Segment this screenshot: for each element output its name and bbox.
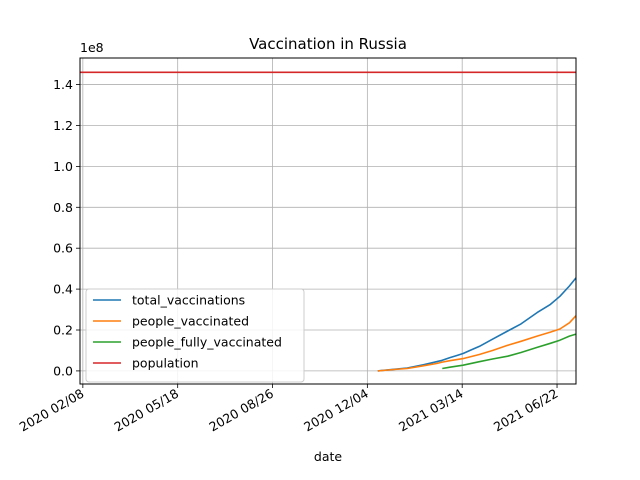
legend-entry-label: total_vaccinations [132, 293, 245, 308]
y-axis-ticks: 0.0 0.2 0.4 0.6 0.8 1.0 1.2 1.4 [53, 77, 80, 378]
y-tick-label: 1.0 [53, 159, 73, 174]
y-tick-label: 1.2 [53, 118, 73, 133]
legend-entry-label: people_vaccinated [132, 314, 249, 329]
chart-title: Vaccination in Russia [249, 35, 407, 53]
y-tick-label: 0.0 [53, 363, 73, 378]
y-tick-label: 0.6 [53, 241, 73, 256]
legend-entry-label: people_fully_vaccinated [132, 335, 282, 350]
y-tick-label: 0.4 [53, 282, 73, 297]
y-tick-label: 0.2 [53, 323, 73, 338]
y-tick-label: 1.4 [53, 77, 73, 92]
legend-box [85, 288, 305, 383]
plot-frame [79, 57, 577, 385]
y-scale-label: 1e8 [80, 40, 104, 55]
legend: total_vaccinations people_vaccinatedpeopl… [85, 288, 305, 383]
series-line-people-vaccinated [377, 315, 577, 372]
series-lines [80, 71, 577, 372]
x-axis-label: date [314, 449, 342, 464]
series-line-total-vaccinations [377, 277, 577, 372]
y-tick-label: 0.8 [53, 200, 73, 215]
series-line-people-fully-vaccinated [442, 333, 577, 370]
legend-entry-label: population [132, 356, 199, 371]
